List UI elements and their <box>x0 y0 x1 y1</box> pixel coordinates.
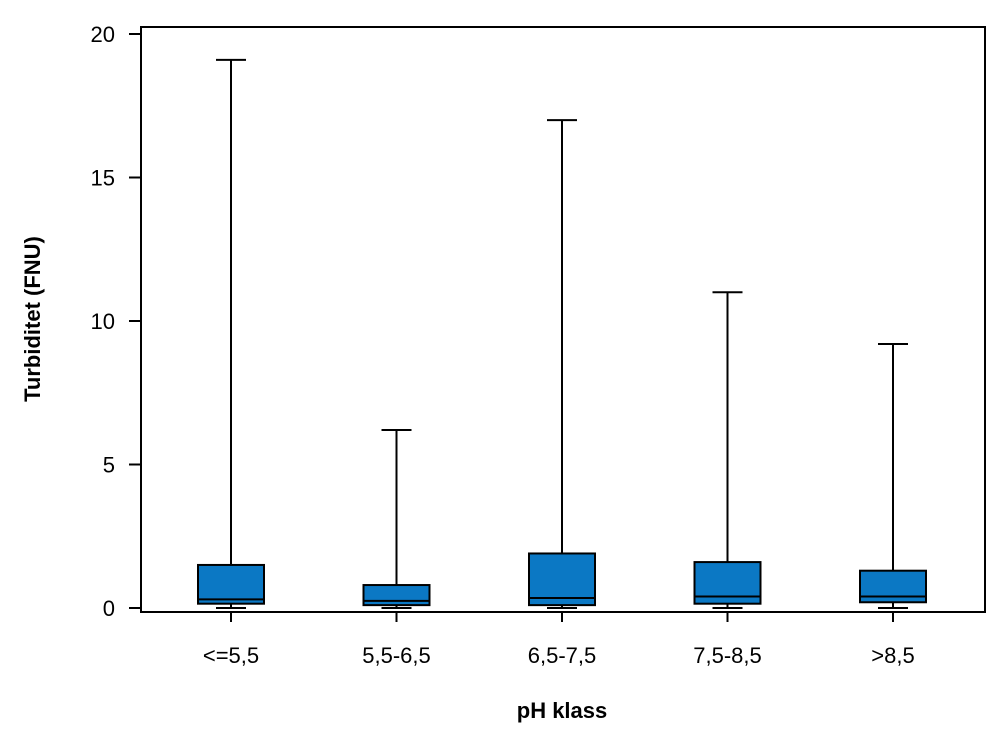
y-tick-label: 0 <box>103 596 115 621</box>
box-4 <box>693 291 762 609</box>
y-tick-label: 15 <box>91 166 115 191</box>
x-tick-label: 6,5-7,5 <box>528 643 597 668</box>
y-tick-label: 10 <box>91 309 115 334</box>
iqr-box <box>528 552 596 607</box>
x-tick-label: 5,5-6,5 <box>362 643 431 668</box>
x-tick-label: >8,5 <box>871 643 914 668</box>
iqr-box <box>859 569 927 604</box>
y-tick-label: 5 <box>103 453 115 478</box>
x-tick-label: 7,5-8,5 <box>693 643 762 668</box>
box-3 <box>528 119 596 609</box>
iqr-box <box>197 563 265 605</box>
y-axis-title: Turbiditet (FNU) <box>20 236 45 402</box>
y-tick-label: 20 <box>91 22 115 47</box>
box-1 <box>197 58 265 609</box>
iqr-box <box>362 584 431 607</box>
y-axis: 0 5 10 15 20 <box>91 22 141 621</box>
box-5 <box>859 342 927 609</box>
box-series <box>197 58 927 609</box>
x-axis-title: pH klass <box>517 698 608 723</box>
x-tick-label: <=5,5 <box>203 643 259 668</box>
box-2 <box>362 429 431 609</box>
x-axis: <=5,5 5,5-6,5 6,5-7,5 7,5-8,5 >8,5 <box>203 612 915 668</box>
